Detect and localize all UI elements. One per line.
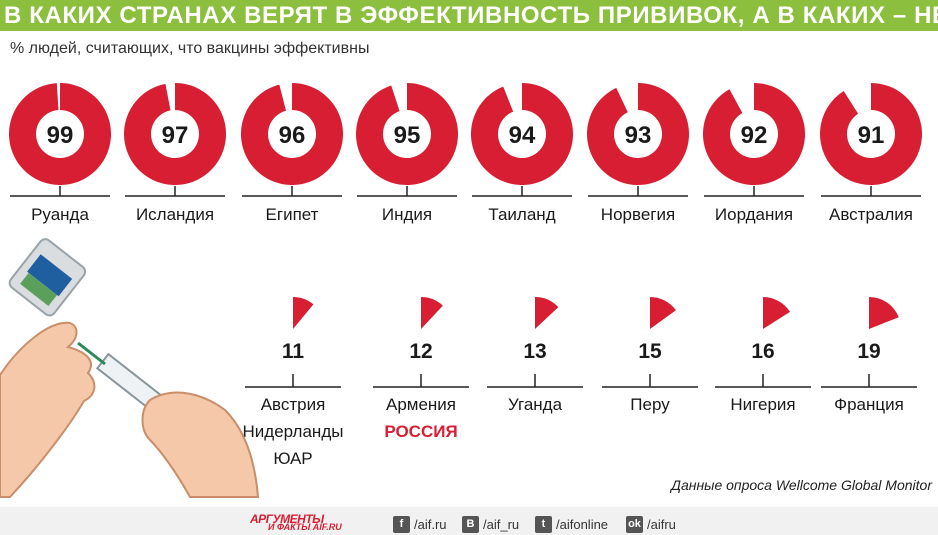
country-label: Индия [382,205,432,224]
top-country-item: 95 Индия [356,83,459,224]
value-label: 97 [162,122,189,149]
country-label: Нигерия [730,395,795,414]
social-link-twitter[interactable]: t /aifonline [535,515,608,533]
social-label: /aifru [647,516,676,532]
bottom-country-item: 19 Франция [821,297,917,414]
bottom-country-item: 11 Австрия Нидерланды ЮАР [243,297,344,468]
vaccine-illustration [0,238,260,498]
vk-icon: B [462,515,479,533]
bottom-country-item: 13 Уганда [487,297,583,414]
right-hand [141,391,260,498]
bottom-country-item: 12 Армения РОССИЯ [373,297,469,441]
bottom-country-item: 16 Нигерия [715,297,811,414]
country-label: Иордания [715,205,793,224]
donut-segment [8,83,111,185]
country-label: Нидерланды [243,422,344,441]
country-label: Руанда [31,205,89,224]
chart-subtitle: % людей, считающих, что вакцины эффектив… [10,40,370,57]
country-label: Исландия [136,205,214,224]
top-country-item: 99 Руанда [8,83,111,224]
donut-segment [820,83,923,185]
social-label: /aifonline [556,516,609,532]
social-label: /aif.ru [414,516,447,532]
top-country-item: 97 Исландия [123,83,226,224]
value-label: 91 [858,122,885,149]
value-label: 12 [409,340,432,363]
sector-segment [763,297,791,329]
logo-bottom-text: И ФАКТЫ AIF.RU [268,522,342,532]
top-country-item: 91 Австралия [820,83,923,224]
country-label: Австралия [829,205,913,224]
top-country-item: 92 Иордания [702,83,805,224]
donut-segment [123,83,226,186]
donut-segment [471,83,574,185]
sector-segment [650,297,676,329]
country-label: Таиланд [488,205,555,224]
country-label-highlight: РОССИЯ [384,422,457,441]
country-label: Австрия [261,395,326,414]
donut-segment [356,83,459,185]
sector-segment [869,297,899,329]
social-link-odnoklassniki[interactable]: ok /aifru [626,515,676,533]
left-hand [0,321,96,498]
value-label: 96 [279,122,306,149]
country-label: Армения [386,395,456,414]
country-label: ЮАР [273,449,312,468]
value-label: 16 [751,340,774,363]
value-label: 94 [509,122,536,149]
top-country-item: 96 Египет [240,83,343,224]
country-label: Уганда [508,395,563,414]
donut-segment [702,83,805,185]
donut-segment [240,83,343,185]
facebook-icon: f [393,515,410,533]
value-label: 15 [638,340,662,363]
country-label: Перу [630,395,670,414]
top-country-item: 93 Норвегия [587,83,690,224]
sector-segment [293,297,314,329]
source-note: Данные опроса Wellcome Global Monitor [671,477,932,493]
header-bar: В КАКИХ СТРАНАХ ВЕРЯТ В ЭФФЕКТИВНОСТЬ ПР… [0,0,938,31]
logo-top-text: АРГУМЕНТЫ [250,512,324,526]
country-label: Египет [266,205,319,224]
country-label: Франция [834,395,904,414]
odnoklassniki-icon: ok [626,515,643,533]
chart: 99 Руанда 97 Исландия 96 Египет 95 Индия 94 Таила… [8,83,923,468]
sector-segment [535,297,559,329]
value-label: 13 [523,340,546,363]
value-label: 11 [282,340,305,363]
twitter-icon: t [535,515,552,533]
country-label: Норвегия [601,205,675,224]
sector-segment [421,297,443,329]
value-label: 92 [741,122,768,149]
chart-svg: 99 Руанда 97 Исландия 96 Египет 95 Индия 94 Таила… [8,83,923,468]
value-label: 95 [394,122,421,149]
vial [8,238,87,317]
social-label: /aif_ru [483,516,520,532]
aif-logo: АРГУМЕНТЫ И ФАКТЫ AIF.RU [250,512,360,534]
donut-segment [587,83,690,185]
bottom-country-item: 15 Перу [602,297,698,414]
value-label: 99 [47,122,74,149]
social-link-vk[interactable]: B /aif_ru [462,515,519,533]
chart-title: В КАКИХ СТРАНАХ ВЕРЯТ В ЭФФЕКТИВНОСТЬ ПР… [4,2,938,29]
top-country-item: 94 Таиланд [471,83,574,224]
value-label: 19 [857,340,880,363]
value-label: 93 [625,122,652,149]
social-link-facebook[interactable]: f /aif.ru [393,515,447,533]
